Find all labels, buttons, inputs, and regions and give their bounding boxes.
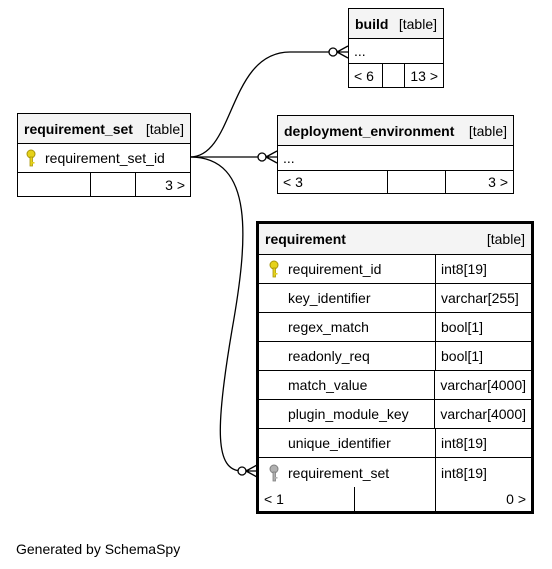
primary-key-icon (26, 149, 36, 167)
optional-marker-deployment (257, 152, 267, 162)
key-spacer (266, 376, 282, 394)
column-type: varchar[255] (435, 284, 531, 312)
column-name: requirement_set_id (45, 150, 165, 166)
column-name: requirement_set (288, 464, 390, 481)
footer-spacer (354, 487, 435, 511)
column-name: unique_identifier (288, 435, 391, 451)
key-spacer (266, 405, 282, 423)
column-name: requirement_id (288, 261, 382, 277)
child-count: 3 > (445, 171, 513, 193)
optional-marker-build (328, 47, 338, 57)
column-name: plugin_module_key (288, 406, 409, 422)
footer-spacer (18, 173, 90, 196)
table-footer: < 6 13 > (349, 64, 443, 87)
table-type: [table] (398, 15, 437, 32)
footer-spacer (90, 173, 135, 196)
table-build[interactable]: build [table] ... < 6 13 > (348, 8, 444, 88)
table-row: unique_identifier int8[19] (259, 429, 531, 458)
child-count: 13 > (404, 64, 443, 87)
table-row: ... (349, 39, 443, 64)
column-name-cell: key_identifier (259, 284, 435, 312)
child-count: 3 > (135, 173, 190, 196)
column-name-cell: match_value (259, 371, 434, 399)
table-footer: 3 > (18, 173, 190, 196)
column-name-cell: requirement_id (259, 255, 435, 283)
column-name-cell: readonly_req (259, 342, 435, 370)
parent-count: < 1 (264, 491, 284, 507)
table-footer: < 3 3 > (278, 171, 513, 193)
column-name: key_identifier (288, 290, 371, 306)
table-header: requirement_set [table] (18, 114, 190, 144)
crowfoot-build (336, 45, 349, 59)
table-name: requirement_set (24, 120, 133, 137)
table-row: match_value varchar[4000] (259, 371, 531, 400)
column-type: varchar[4000] (434, 371, 531, 399)
edge-requirement-set-to-build (189, 51, 333, 158)
column-type: int8[19] (435, 429, 531, 457)
table-columns: requirement_id int8[19] key_identifier varc… (259, 255, 531, 487)
table-type: [table] (468, 122, 507, 139)
key-spacer (266, 347, 282, 365)
table-name: deployment_environment (284, 122, 455, 139)
column-type: varchar[4000] (434, 400, 531, 428)
optional-marker-requirement (237, 466, 247, 476)
column-cell: requirement_set_id (18, 144, 170, 172)
edge-requirement-set-to-requirement (189, 156, 244, 472)
key-spacer (266, 434, 282, 452)
parent-count: < 6 (354, 67, 374, 84)
table-header: requirement [table] (259, 224, 531, 255)
column-type: bool[1] (435, 313, 531, 341)
table-row: regex_match bool[1] (259, 313, 531, 342)
key-spacer (266, 289, 282, 307)
key-spacer (266, 318, 282, 336)
column-name-cell: regex_match (259, 313, 435, 341)
table-type: [table] (145, 120, 184, 137)
column-placeholder: ... (354, 43, 366, 59)
crowfoot-requirement (245, 464, 258, 478)
child-count: 0 > (435, 487, 531, 511)
column-placeholder: ... (283, 150, 295, 166)
table-requirement-set[interactable]: requirement_set [table] requirement_set_… (17, 113, 191, 197)
table-deployment-environment[interactable]: deployment_environment [table] ... < 3 3… (277, 115, 514, 194)
table-type: [table] (486, 231, 525, 247)
primary-key-icon (269, 260, 279, 278)
foreign-key-icon (269, 464, 279, 481)
column-type: bool[1] (435, 342, 531, 370)
footer-spacer (382, 64, 404, 87)
footer-spacer (387, 171, 445, 193)
crowfoot-deployment (265, 150, 278, 164)
column-name-cell: plugin_module_key (259, 400, 434, 428)
table-row: plugin_module_key varchar[4000] (259, 400, 531, 429)
table-header: build [table] (349, 9, 443, 39)
generated-by-label: Generated by SchemaSpy (16, 541, 181, 557)
table-row: ... (278, 146, 513, 171)
table-name: requirement (265, 231, 346, 247)
column-name: match_value (288, 377, 368, 393)
table-footer: < 1 0 > (259, 487, 531, 511)
column-name-cell: requirement_set (259, 458, 435, 487)
column-type: int8[19] (435, 458, 531, 487)
table-row: requirement_set int8[19] (259, 458, 531, 487)
table-row: key_identifier varchar[255] (259, 284, 531, 313)
table-row: readonly_req bool[1] (259, 342, 531, 371)
column-name: readonly_req (288, 348, 370, 364)
table-header: deployment_environment [table] (278, 116, 513, 146)
column-name: regex_match (288, 319, 369, 335)
table-requirement[interactable]: requirement [table] requirement_id int8[1… (256, 221, 534, 514)
table-row: requirement_set_id (18, 144, 190, 173)
table-row: requirement_id int8[19] (259, 255, 531, 284)
table-name: build (355, 15, 389, 32)
column-name-cell: unique_identifier (259, 429, 435, 457)
parent-count: < 3 (283, 174, 303, 190)
column-type: int8[19] (435, 255, 531, 283)
